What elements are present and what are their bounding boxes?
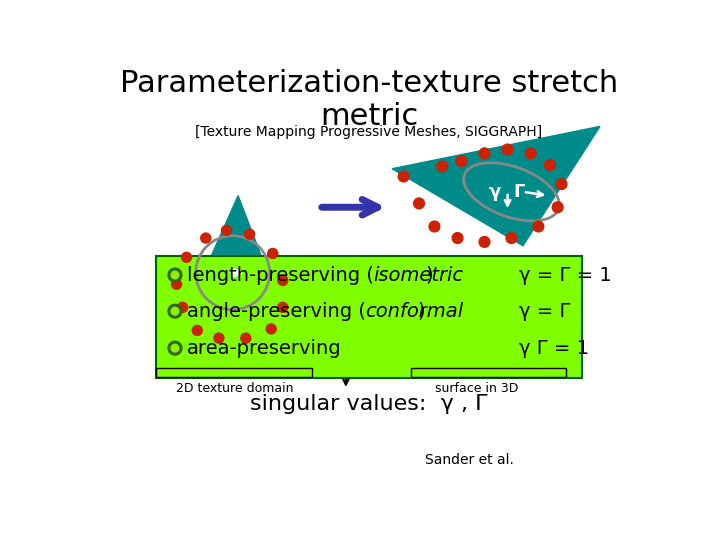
Circle shape xyxy=(503,144,513,155)
Circle shape xyxy=(479,148,490,159)
Text: conformal: conformal xyxy=(365,302,463,321)
Circle shape xyxy=(479,237,490,247)
Circle shape xyxy=(278,275,288,286)
Circle shape xyxy=(168,268,182,282)
Circle shape xyxy=(192,326,202,335)
Text: γ: γ xyxy=(488,183,500,201)
FancyBboxPatch shape xyxy=(156,256,582,378)
Circle shape xyxy=(506,233,517,244)
Text: ): ) xyxy=(425,266,433,285)
Circle shape xyxy=(168,341,182,355)
Circle shape xyxy=(266,324,276,334)
Circle shape xyxy=(171,307,179,315)
Circle shape xyxy=(429,221,440,232)
Text: singular values:  γ , Γ: singular values: γ , Γ xyxy=(251,394,487,414)
Circle shape xyxy=(556,179,567,190)
Circle shape xyxy=(222,225,232,235)
Circle shape xyxy=(533,221,544,232)
Circle shape xyxy=(181,252,192,262)
Text: Sander et al.: Sander et al. xyxy=(425,453,513,467)
Text: isometric: isometric xyxy=(373,266,463,285)
Circle shape xyxy=(168,304,182,318)
Circle shape xyxy=(452,233,463,244)
Text: surface in 3D: surface in 3D xyxy=(435,382,518,395)
Circle shape xyxy=(178,302,188,312)
Circle shape xyxy=(240,333,251,343)
Circle shape xyxy=(268,248,278,259)
Circle shape xyxy=(245,229,255,239)
Text: 2D texture domain: 2D texture domain xyxy=(176,382,293,395)
Circle shape xyxy=(171,279,181,289)
Text: length-preserving (: length-preserving ( xyxy=(187,266,374,285)
Circle shape xyxy=(214,333,224,343)
Circle shape xyxy=(526,148,536,159)
Text: Γ: Γ xyxy=(513,183,525,201)
Circle shape xyxy=(201,233,211,243)
Text: ): ) xyxy=(417,302,425,321)
Circle shape xyxy=(456,156,467,166)
Text: angle-preserving (: angle-preserving ( xyxy=(187,302,366,321)
Circle shape xyxy=(398,171,409,182)
Text: γ = Γ: γ = Γ xyxy=(519,302,570,321)
Circle shape xyxy=(414,198,425,209)
Polygon shape xyxy=(171,195,296,346)
Circle shape xyxy=(171,345,179,352)
Circle shape xyxy=(171,271,179,279)
Text: area-preserving: area-preserving xyxy=(187,339,342,357)
Text: [Texture Mapping Progressive Meshes, SIGGRAPH]: [Texture Mapping Progressive Meshes, SIG… xyxy=(195,125,543,139)
Circle shape xyxy=(278,302,288,312)
Circle shape xyxy=(544,159,555,170)
Circle shape xyxy=(437,161,448,172)
Text: γ Γ = 1: γ Γ = 1 xyxy=(519,339,589,357)
Text: Parameterization-texture stretch
metric: Parameterization-texture stretch metric xyxy=(120,69,618,131)
Polygon shape xyxy=(392,126,600,246)
Text: γ = Γ = 1: γ = Γ = 1 xyxy=(519,266,612,285)
Circle shape xyxy=(552,202,563,213)
